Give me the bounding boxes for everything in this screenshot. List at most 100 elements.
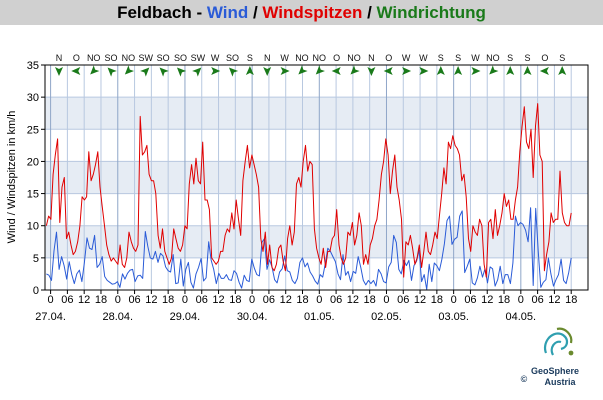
direction-label: O <box>385 53 392 63</box>
x-tick-label: 0 <box>182 294 188 306</box>
x-tick-label: 0 <box>518 294 524 306</box>
grid-lines <box>45 64 588 291</box>
x-tick-label: 18 <box>498 294 510 306</box>
x-tick-label: 12 <box>212 294 224 306</box>
y-band <box>45 193 588 226</box>
direction-label: O <box>73 53 80 63</box>
x-tick-label: 12 <box>347 294 359 306</box>
date-label: 28.04. <box>102 311 133 323</box>
direction-label: SO <box>157 53 170 63</box>
x-tick-label: 06 <box>531 294 543 306</box>
x-tick-label: 18 <box>296 294 308 306</box>
title-place: Feldbach <box>117 3 192 22</box>
chart-title: Feldbach - Wind / Windspitzen / Windrich… <box>117 3 486 22</box>
wind-direction-row: N O NO SO NO SW SO SO SW W SO S N W NO NO O NO N O W W S S W NO S S… <box>55 53 567 77</box>
direction-label: NO <box>313 53 327 63</box>
y-tick-label: 25 <box>27 124 39 136</box>
direction-label: SW <box>191 53 206 63</box>
x-tick-label: 06 <box>263 294 275 306</box>
x-tick-label: 18 <box>229 294 241 306</box>
date-label: 29.04. <box>170 311 201 323</box>
direction-arrow-icon <box>71 67 81 75</box>
direction-arrow-icon <box>454 66 463 75</box>
y-band <box>45 65 588 98</box>
direction-label: W <box>419 53 428 63</box>
x-tick-label: 12 <box>280 294 292 306</box>
y-band <box>45 225 588 258</box>
x-tick-label: 12 <box>414 294 426 306</box>
direction-arrow-icon <box>436 66 445 75</box>
y-band <box>45 129 588 162</box>
y-band <box>45 161 588 194</box>
direction-arrow-icon <box>489 65 499 75</box>
direction-label: NO <box>486 53 500 63</box>
y-band <box>45 257 588 290</box>
direction-label: SW <box>139 53 154 63</box>
direction-label: NO <box>87 53 101 63</box>
direction-label: S <box>507 53 513 63</box>
plot-frame <box>44 64 589 291</box>
direction-arrow-icon <box>192 67 202 77</box>
x-tick-label: 18 <box>95 294 107 306</box>
direction-arrow-icon <box>140 67 150 77</box>
x-tick-label: 0 <box>383 294 389 306</box>
direction-arrow-icon <box>211 67 221 75</box>
direction-arrow-icon <box>558 66 567 75</box>
direction-arrow-icon <box>331 67 341 75</box>
y-tick-label: 15 <box>27 189 39 201</box>
logo-swirl-icon <box>543 327 574 356</box>
direction-arrow-icon <box>107 67 117 77</box>
x-tick-label: 18 <box>565 294 577 306</box>
y-tick-label: 35 <box>27 60 39 72</box>
date-label: 03.05. <box>438 311 469 323</box>
direction-arrow-icon <box>280 67 290 75</box>
direction-arrow-icon <box>402 67 412 75</box>
direction-label: NO <box>347 53 361 63</box>
x-tick-label: 0 <box>115 294 121 306</box>
geosphere-logo: GeoSphere Austria © <box>521 327 579 387</box>
direction-label: S <box>438 53 444 63</box>
direction-arrow-icon <box>55 67 63 76</box>
x-tick-label: 06 <box>330 294 342 306</box>
x-tick-label: 0 <box>451 294 457 306</box>
direction-arrow-icon <box>90 65 100 75</box>
series-line-wind <box>46 207 572 290</box>
direction-label: W <box>471 53 480 63</box>
y-tick-label: 10 <box>27 221 39 233</box>
direction-arrow-icon <box>159 67 169 77</box>
logo-name: GeoSphere <box>531 366 579 376</box>
direction-label: W <box>402 53 411 63</box>
direction-arrow-icon <box>471 67 481 75</box>
x-tick-label: 06 <box>196 294 208 306</box>
date-label: 04.05. <box>506 311 537 323</box>
direction-arrow-icon <box>245 66 254 75</box>
direction-label: SO <box>226 53 239 63</box>
title-gust: Windspitzen <box>262 3 362 22</box>
direction-arrow-icon <box>228 67 239 77</box>
date-label: 02.05. <box>371 311 402 323</box>
x-tick-label: 06 <box>397 294 409 306</box>
x-tick-label: 0 <box>249 294 255 306</box>
direction-label: SO <box>105 53 118 63</box>
title-separator: / <box>362 3 376 22</box>
direction-arrow-icon <box>523 66 532 75</box>
y-tick-label: 5 <box>33 253 39 265</box>
x-tick-label: 06 <box>61 294 73 306</box>
direction-arrow-icon <box>367 67 376 76</box>
axes: 0 5 10 15 20 25 30 35 0 06 12 18 27.04. 0 06 12 18 28.04.… <box>27 60 589 323</box>
y-tick-label: 30 <box>27 92 39 104</box>
direction-arrow-icon <box>124 65 135 75</box>
date-label: 30.04. <box>237 311 268 323</box>
direction-label: N <box>368 53 375 63</box>
y-band <box>45 97 588 130</box>
direction-label: NO <box>122 53 136 63</box>
direction-label: S <box>247 53 253 63</box>
direction-arrow-icon <box>263 67 272 76</box>
title-separator: - <box>192 3 207 22</box>
title-bar <box>0 0 603 25</box>
logo-sub: Austria <box>544 377 576 387</box>
date-label: 01.05. <box>304 311 335 323</box>
direction-label: S <box>455 53 461 63</box>
